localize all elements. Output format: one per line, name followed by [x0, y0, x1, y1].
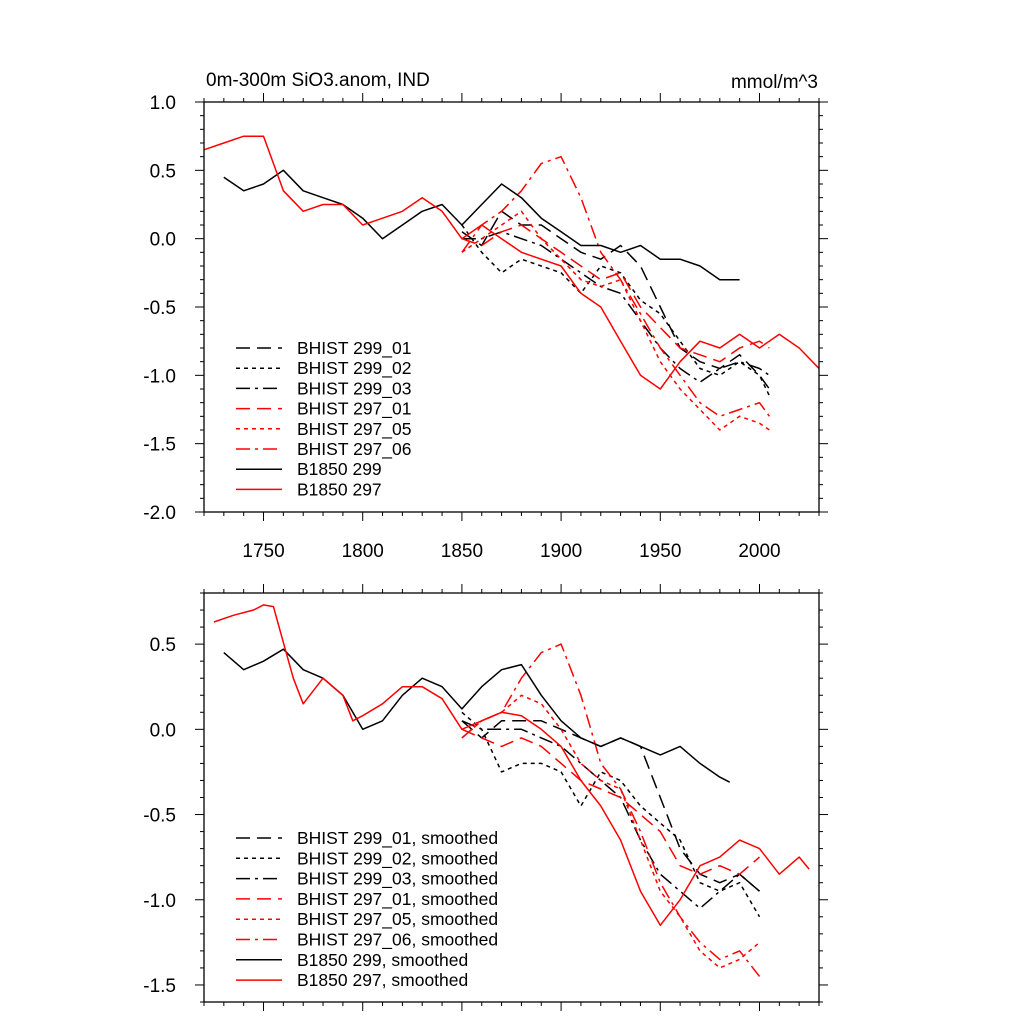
legend-label: BHIST 299_02 — [297, 358, 411, 379]
y-tick-label: 0.5 — [150, 635, 176, 656]
series-line-6 — [223, 169, 740, 281]
series-line-0 — [461, 720, 760, 892]
bottom-panel: 0.5 0.0 -0.5 -1.0 -1.5 BHIST 299_01, smoothed… — [143, 584, 828, 1011]
legend-label: BHIST 299_01 — [297, 338, 411, 359]
series-line-7 — [213, 604, 810, 927]
x-tick-label: 1800 — [342, 541, 384, 562]
x-tick-label: 2000 — [738, 541, 780, 562]
legend-label: BHIST 297_06 — [297, 439, 411, 460]
series-line-2 — [461, 720, 760, 910]
series-line-3 — [461, 728, 760, 875]
legend-label: BHIST 299_01, smoothed — [297, 828, 498, 849]
y-tick-label: -0.5 — [143, 298, 176, 319]
series-line-1 — [461, 224, 771, 397]
series-line-4 — [461, 694, 760, 969]
series-line-7 — [204, 135, 819, 390]
y-tick-label: -0.5 — [143, 806, 176, 827]
top-panel: 0m-300m SiO3.anom, IND mmol/m^3 1750 1800… — [143, 70, 828, 562]
legend-label: BHIST 297_01, smoothed — [297, 889, 498, 910]
y-tick-label: -1.0 — [143, 891, 176, 912]
x-tick-label: 1900 — [540, 541, 582, 562]
legend-label: BHIST 299_02, smoothed — [297, 848, 498, 869]
y-tick-label: -1.5 — [143, 435, 176, 456]
y-tick-label: 1.0 — [150, 93, 176, 114]
legend-label: B1850 299, smoothed — [297, 950, 468, 970]
y-tick-label: 0.0 — [150, 230, 176, 251]
series-line-1 — [461, 711, 761, 918]
y-tick-label: -1.5 — [143, 976, 176, 997]
x-tick-label: 1950 — [639, 541, 681, 562]
y-tick-label: 0.0 — [150, 720, 176, 741]
legend-label: B1850 299 — [297, 459, 382, 479]
series-group — [213, 604, 810, 977]
y-tick-label: -1.0 — [143, 366, 176, 387]
legend-label: B1850 297, smoothed — [297, 970, 468, 990]
legend-label: BHIST 297_06, smoothed — [297, 930, 498, 951]
y-tick-label: 0.5 — [150, 161, 176, 182]
legend-label: BHIST 299_03, smoothed — [297, 869, 498, 890]
legend-label: BHIST 297_05 — [297, 419, 411, 440]
series-line-3 — [461, 224, 770, 363]
x-tick-label: 1750 — [242, 541, 284, 562]
top-panel-title: 0m-300m SiO3.anom, IND — [206, 70, 430, 91]
legend-label: BHIST 297_05, smoothed — [297, 909, 498, 930]
top-panel-units: mmol/m^3 — [731, 72, 818, 93]
legend-label: B1850 297 — [297, 479, 382, 499]
legend-label: BHIST 299_03 — [297, 378, 411, 399]
series-line-2 — [461, 231, 770, 383]
series-line-0 — [461, 210, 771, 390]
series-group — [204, 135, 819, 431]
y-tick-label: -2.0 — [143, 503, 176, 524]
series-line-6 — [223, 648, 731, 783]
series-line-4 — [461, 210, 770, 431]
x-tick-label: 1850 — [441, 541, 483, 562]
series-line-5 — [461, 155, 771, 418]
series-line-5 — [461, 643, 761, 977]
legend-label: BHIST 297_01 — [297, 399, 411, 420]
